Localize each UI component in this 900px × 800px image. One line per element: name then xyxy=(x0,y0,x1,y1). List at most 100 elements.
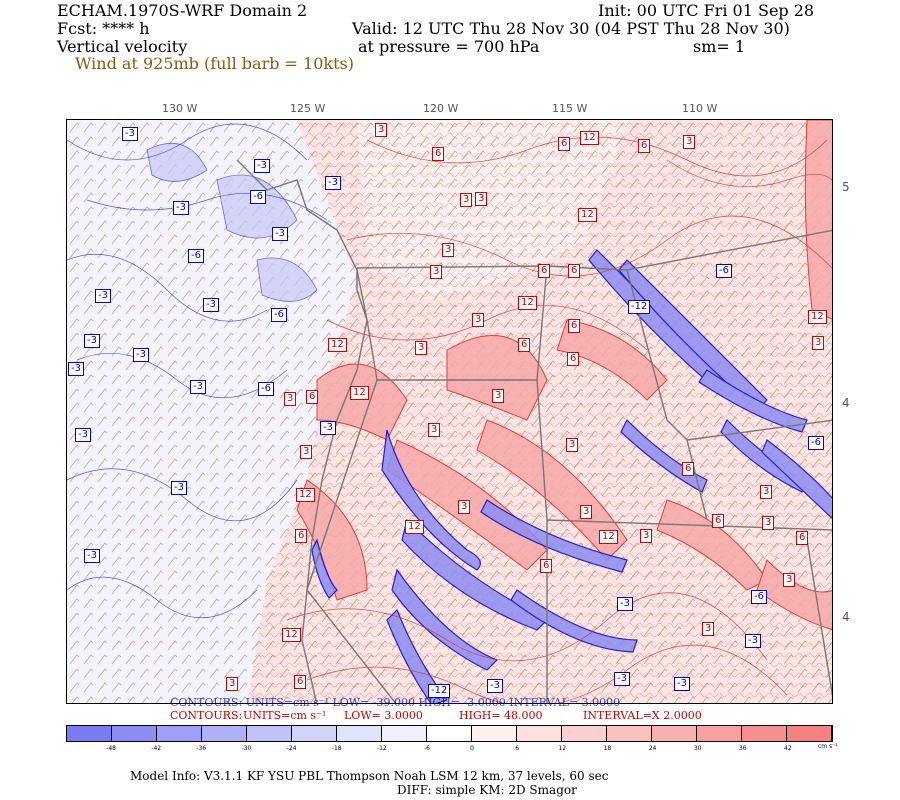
color-scale-tick: -18 xyxy=(331,745,342,752)
color-scale-segment xyxy=(202,726,247,741)
color-scale-bar xyxy=(66,725,833,742)
contour-label: 3 xyxy=(702,622,715,636)
contour-label: 3 xyxy=(442,243,455,257)
contour-label: -6 xyxy=(808,436,824,450)
negative-contour-info: CONTOURS: UNITS=cm s⁻¹ LOW= -39.000 HIGH… xyxy=(170,696,621,709)
color-scale-tick: 12 xyxy=(558,745,567,752)
init-time: Init: 00 UTC Fri 01 Sep 28 xyxy=(598,1,815,20)
color-scale-segment xyxy=(697,726,742,741)
contour-label: -3 xyxy=(171,481,187,495)
contour-label: 12 xyxy=(405,520,424,534)
color-scale-segment xyxy=(652,726,697,741)
contour-label: 3 xyxy=(762,516,775,530)
contour-label: 12 xyxy=(296,488,315,502)
color-scale-tick: 6 xyxy=(515,745,520,752)
color-scale-tick: -42 xyxy=(151,745,162,752)
contour-label: -3 xyxy=(745,634,761,648)
contour-label: 6 xyxy=(294,675,307,689)
contour-label: -3 xyxy=(325,176,341,190)
contour-label: 3 xyxy=(458,500,471,514)
contour-label: 6 xyxy=(295,529,308,543)
color-scale-segment xyxy=(382,726,427,741)
lat-label-bottom: 4 xyxy=(842,610,850,624)
contour-label: -3 xyxy=(95,289,111,303)
contour-label: 3 xyxy=(475,192,488,206)
contour-label: 6 xyxy=(638,139,651,153)
contour-label: 6 xyxy=(568,319,581,333)
contour-label: -3 xyxy=(122,127,138,141)
contour-label: 3 xyxy=(566,438,579,452)
contour-label: -3 xyxy=(617,597,633,611)
contour-label: -6 xyxy=(250,190,266,204)
color-scale-tick: -6 xyxy=(423,745,430,752)
contour-label: 3 xyxy=(300,445,313,459)
contour-label: 12 xyxy=(599,530,618,544)
positive-contour-high: HIGH= 48.000 xyxy=(459,709,543,722)
color-scale-segment xyxy=(787,726,832,741)
contour-label: -12 xyxy=(628,300,651,314)
color-scale-tick: 30 xyxy=(693,745,702,752)
contour-label: 3 xyxy=(415,341,428,355)
contour-label: -3 xyxy=(614,672,630,686)
map-panel xyxy=(66,119,833,704)
contour-label: -6 xyxy=(751,590,767,604)
contour-label: -6 xyxy=(716,264,732,278)
contour-label: -3 xyxy=(190,380,206,394)
lon-label-125w: 125 W xyxy=(290,102,326,115)
contour-label: 3 xyxy=(683,135,696,149)
color-scale-segment xyxy=(337,726,382,741)
contour-label: 3 xyxy=(226,677,239,691)
contour-label: 6 xyxy=(432,147,445,161)
lon-label-120w: 120 W xyxy=(423,102,459,115)
color-scale-segment xyxy=(67,726,112,741)
contour-label: -3 xyxy=(75,428,91,442)
color-scale-tick: -48 xyxy=(106,745,117,752)
color-scale-tick: 42 xyxy=(784,745,792,752)
contour-label: -6 xyxy=(188,249,204,263)
color-scale-tick: -30 xyxy=(241,745,252,752)
contour-label: -6 xyxy=(271,308,287,322)
contour-label: -3 xyxy=(272,227,288,241)
contour-label: 12 xyxy=(518,296,537,310)
contour-label: -3 xyxy=(674,677,690,691)
contour-label: 6 xyxy=(567,352,580,366)
contour-label: 3 xyxy=(428,423,441,437)
lon-label-115w: 115 W xyxy=(552,102,588,115)
color-scale-segment xyxy=(112,726,157,741)
contour-label: 6 xyxy=(540,559,553,573)
lon-label-130w: 130 W xyxy=(162,102,198,115)
contour-label: -12 xyxy=(428,684,451,698)
color-scale-segment xyxy=(742,726,787,741)
color-scale-segment xyxy=(292,726,337,741)
contour-label: 3 xyxy=(783,573,796,587)
contour-label: 3 xyxy=(812,336,825,350)
contour-label: 12 xyxy=(282,628,301,642)
contour-label: 6 xyxy=(558,137,571,151)
contour-label: -3 xyxy=(203,298,219,312)
color-scale-segment xyxy=(562,726,607,741)
contour-label: -3 xyxy=(68,362,84,376)
contour-label: 12 xyxy=(578,208,597,222)
contour-label: 3 xyxy=(284,392,297,406)
contour-label: 6 xyxy=(306,390,319,404)
contour-label: 3 xyxy=(580,505,593,519)
contour-label: 6 xyxy=(518,338,531,352)
color-scale-segment xyxy=(247,726,292,741)
positive-contour-low: LOW= 3.0000 xyxy=(344,709,423,722)
contour-label: 12 xyxy=(328,338,347,352)
contour-label: -3 xyxy=(254,159,270,173)
wind-description: Wind at 925mb (full barb = 10kts) xyxy=(75,54,354,73)
contour-label: 3 xyxy=(640,529,653,543)
color-scale-units: cm s⁻¹ xyxy=(818,743,838,750)
color-scale-tick: -36 xyxy=(196,745,207,752)
negative-bands xyxy=(311,249,832,703)
contour-label: -3 xyxy=(84,334,100,348)
lon-label-110w: 110 W xyxy=(682,102,718,115)
color-scale-tick: 36 xyxy=(738,745,747,752)
contour-label: 6 xyxy=(682,462,695,476)
diffusion-info: DIFF: simple KM: 2D Smagor xyxy=(397,783,577,797)
vertical-velocity-map xyxy=(67,120,832,703)
contour-label: -3 xyxy=(84,549,100,563)
color-scale-segment xyxy=(157,726,202,741)
smoothing: sm= 1 xyxy=(693,37,746,56)
